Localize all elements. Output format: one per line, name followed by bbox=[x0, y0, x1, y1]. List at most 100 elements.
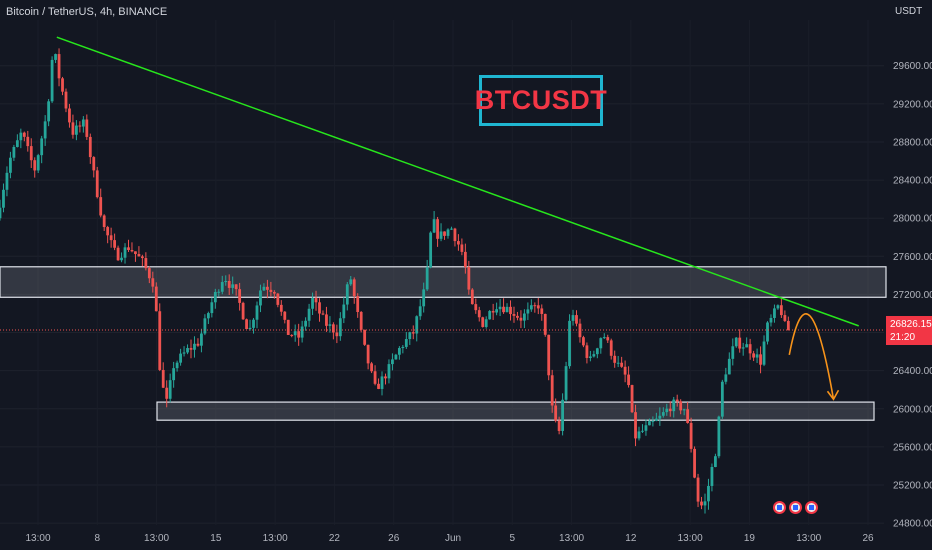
time-tick-label: Jun bbox=[445, 533, 461, 544]
candle-body bbox=[248, 327, 252, 330]
candle-body bbox=[745, 344, 749, 348]
price-tick-label: 29600.00 bbox=[893, 61, 932, 72]
time-tick-label: 13:00 bbox=[678, 533, 703, 544]
us-flag-event-icon[interactable] bbox=[805, 501, 818, 514]
candle-body bbox=[272, 291, 276, 294]
time-axis[interactable]: 13:00 8 13:00 15 13:00 22 26 Jun 5 13:00 12 13:00 19… bbox=[25, 533, 874, 544]
candle-body bbox=[557, 420, 561, 431]
candle-body bbox=[477, 310, 481, 318]
candle-body bbox=[432, 219, 436, 233]
candle-body bbox=[262, 286, 266, 291]
candle-body bbox=[786, 320, 790, 331]
candle-body bbox=[165, 387, 169, 399]
last-price-value: 26826.15 bbox=[890, 319, 932, 330]
candle-body bbox=[349, 279, 353, 285]
candle-body bbox=[384, 376, 387, 379]
candle-body bbox=[762, 341, 766, 365]
candle-body bbox=[484, 319, 488, 327]
candle-body bbox=[502, 306, 505, 313]
candle-body bbox=[536, 305, 540, 309]
candle-body bbox=[575, 315, 578, 324]
candle-body bbox=[238, 289, 242, 303]
candle-body bbox=[321, 313, 325, 315]
candle-body bbox=[206, 313, 210, 319]
candle-body bbox=[401, 346, 405, 349]
candle-body bbox=[342, 304, 346, 319]
candle-body bbox=[352, 279, 356, 297]
candle-body bbox=[213, 291, 217, 303]
candle-body bbox=[637, 431, 641, 439]
candle-body bbox=[509, 306, 512, 315]
candle-body bbox=[130, 249, 134, 252]
candle-body bbox=[168, 380, 172, 399]
candle-body bbox=[582, 337, 585, 346]
candle-body bbox=[543, 313, 547, 335]
candle-body bbox=[304, 320, 308, 327]
candle-body bbox=[314, 298, 318, 303]
candle-body bbox=[19, 132, 23, 141]
candle-body bbox=[658, 415, 662, 419]
candle-body bbox=[234, 284, 238, 290]
candle-body bbox=[318, 302, 321, 314]
candle-body bbox=[616, 362, 620, 364]
candle-body bbox=[373, 371, 377, 384]
candle-body bbox=[40, 138, 44, 156]
price-axis[interactable]: 24800.00 25200.00 25600.00 26000.00 26400.00… bbox=[893, 61, 932, 529]
candle-body bbox=[644, 425, 648, 431]
candle-body bbox=[179, 353, 182, 363]
candle-body bbox=[651, 420, 655, 422]
price-tick-label: 28800.00 bbox=[893, 137, 932, 148]
candle-body bbox=[561, 399, 565, 431]
candle-body bbox=[231, 284, 235, 288]
price-tick-label: 25200.00 bbox=[893, 480, 932, 491]
candle-body bbox=[9, 157, 12, 173]
candle-body bbox=[325, 314, 328, 326]
candle-body bbox=[175, 362, 179, 369]
drawing-lines bbox=[0, 36, 884, 401]
candle-body bbox=[54, 54, 57, 60]
us-flag-event-icon[interactable] bbox=[789, 501, 802, 514]
candle-body bbox=[707, 485, 710, 502]
candle-body bbox=[773, 308, 776, 318]
candle-body bbox=[467, 267, 471, 290]
candle-body bbox=[106, 227, 110, 236]
candle-body bbox=[613, 355, 617, 363]
candle-body bbox=[88, 136, 92, 158]
candle-body bbox=[81, 119, 85, 127]
candle-body bbox=[307, 308, 311, 321]
price-tick-label: 28000.00 bbox=[893, 214, 932, 225]
candle-body bbox=[672, 399, 676, 412]
candle-body bbox=[196, 343, 200, 346]
candle-body bbox=[95, 170, 99, 198]
us-flag-event-icon[interactable] bbox=[773, 501, 786, 514]
candle-body bbox=[137, 254, 141, 257]
candle-body bbox=[57, 54, 61, 79]
candle-body bbox=[22, 132, 26, 137]
candle-body bbox=[470, 289, 474, 305]
price-tick-label: 26000.00 bbox=[893, 404, 932, 415]
candle-body bbox=[491, 311, 495, 313]
candle-body bbox=[397, 348, 401, 355]
candle-body bbox=[5, 172, 9, 190]
candle-body bbox=[345, 284, 349, 305]
candle-body bbox=[689, 422, 693, 449]
candle-body bbox=[769, 317, 773, 323]
time-tick-label: 13:00 bbox=[796, 533, 821, 544]
candle-body bbox=[731, 346, 735, 359]
candle-body bbox=[682, 409, 686, 411]
candle-body bbox=[474, 304, 478, 311]
candle-body bbox=[505, 306, 509, 313]
candle-body bbox=[311, 298, 314, 309]
economic-events[interactable] bbox=[773, 501, 818, 514]
candle-body bbox=[755, 354, 759, 358]
candle-body bbox=[540, 308, 544, 314]
candle-body bbox=[450, 228, 453, 230]
time-tick-label: 13:00 bbox=[263, 533, 288, 544]
candle-body bbox=[453, 228, 457, 242]
candle-body bbox=[443, 231, 446, 236]
candle-body bbox=[700, 501, 703, 506]
candle-body bbox=[734, 337, 738, 347]
time-tick-label: 26 bbox=[388, 533, 400, 544]
price-tick-label: 29200.00 bbox=[893, 99, 932, 110]
